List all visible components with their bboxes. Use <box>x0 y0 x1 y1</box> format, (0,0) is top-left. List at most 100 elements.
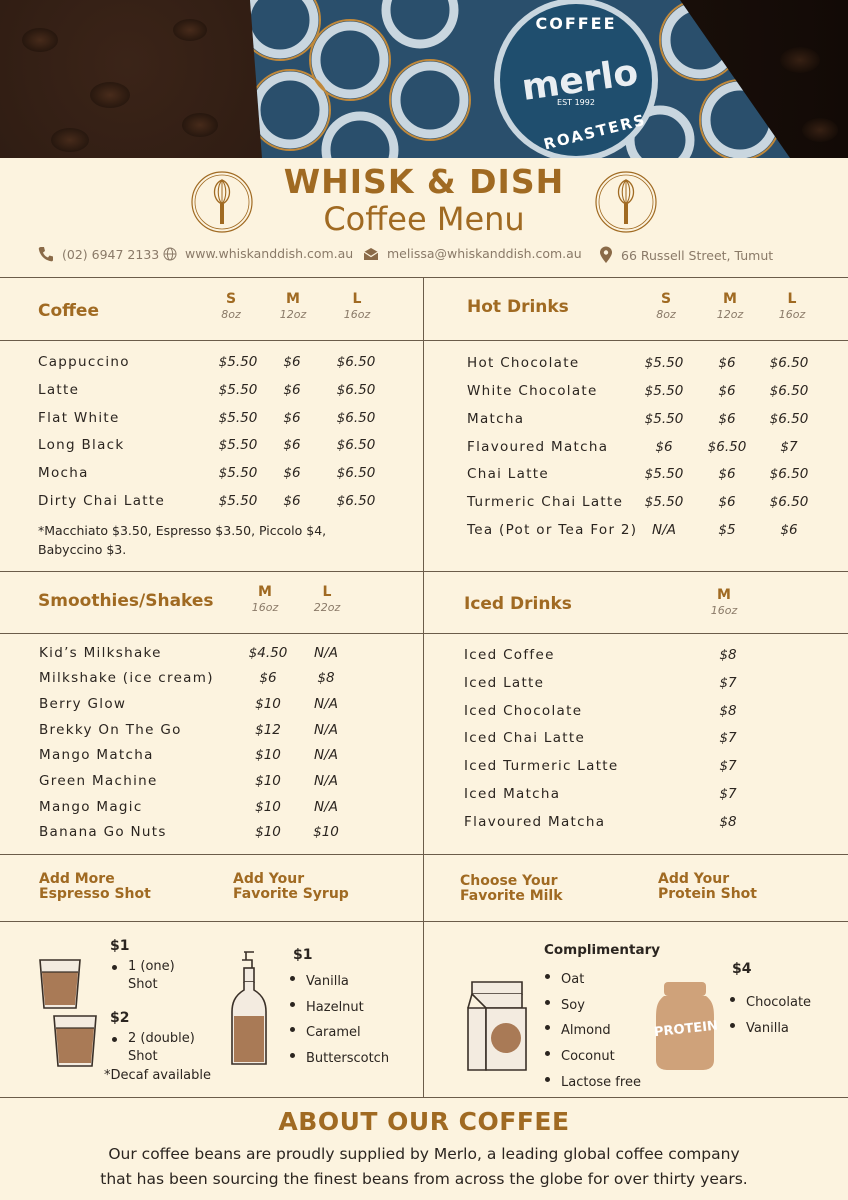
syrup-option: Hazelnut <box>288 995 389 1021</box>
menu-item: Mocha $5.50 $6 $6.50 <box>38 465 418 485</box>
item-name: Iced Latte <box>464 675 545 691</box>
item-name: Iced Chocolate <box>464 703 583 719</box>
syrup-option: Caramel <box>288 1020 389 1046</box>
price-m: $6 <box>718 355 736 371</box>
menu-item: Kid’s Milkshake $4.50 N/A <box>39 645 419 665</box>
espresso-glass-icon <box>39 959 81 1009</box>
price-l: $6.50 <box>336 465 376 481</box>
price-m: $6 <box>259 670 277 686</box>
price-s: $5.50 <box>644 411 684 427</box>
menu-item: Milkshake (ice cream) $6 $8 <box>39 670 419 690</box>
bag-label-top: COFFEE <box>535 14 617 33</box>
contact-email[interactable]: melissa@whiskanddish.com.au <box>363 246 582 261</box>
price-s: $6 <box>655 439 673 455</box>
size-header-l: L 16oz <box>778 291 806 321</box>
price-m: $6 <box>718 383 736 399</box>
price-s: $5.50 <box>644 383 684 399</box>
hot-drinks-section-title: Hot Drinks <box>467 297 569 317</box>
cafe-name: WHISK & DISH <box>283 162 565 201</box>
price-m: $7 <box>719 675 737 691</box>
price-m: $6 <box>283 437 301 453</box>
menu-item: Iced Turmeric Latte $7 <box>464 758 839 778</box>
price-s: $5.50 <box>218 465 258 481</box>
price-l: $7 <box>780 439 798 455</box>
divider <box>0 571 848 572</box>
contact-address[interactable]: 66 Russell Street, Tumut <box>599 246 773 264</box>
menu-header: WHISK & DISH Coffee Menu (02) 6947 2133 … <box>0 158 848 278</box>
menu-item: Green Machine $10 N/A <box>39 773 419 793</box>
price-m: $4.50 <box>248 645 288 661</box>
divider <box>0 921 848 922</box>
price-m: $6 <box>718 466 736 482</box>
website-link: www.whiskanddish.com.au <box>185 246 354 261</box>
price-s: $5.50 <box>644 355 684 371</box>
menu-item: Berry Glow $10 N/A <box>39 696 419 716</box>
column-divider <box>423 277 424 1097</box>
item-name: Matcha <box>467 411 525 427</box>
size-header-m: M 16oz <box>710 587 738 617</box>
protein-option: Vanilla <box>728 1016 811 1042</box>
price-l: $6.50 <box>769 494 809 510</box>
price-l: $6.50 <box>769 411 809 427</box>
about-text: Our coffee beans are proudly supplied by… <box>100 1145 748 1188</box>
price-m: $8 <box>719 814 737 830</box>
menu-item: Mango Magic $10 N/A <box>39 799 419 819</box>
menu-item: Brekky On The Go $12 N/A <box>39 722 419 742</box>
protein-addon-title: Add Your Protein Shot <box>658 871 757 902</box>
menu-item: Iced Latte $7 <box>464 675 839 695</box>
price-s: N/A <box>652 522 676 538</box>
item-name: Flavoured Matcha <box>467 439 609 455</box>
phone-icon <box>38 247 53 262</box>
price-l: $6.50 <box>336 410 376 426</box>
price-m: $10 <box>255 773 281 789</box>
protein-option: Chocolate <box>728 990 811 1016</box>
contact-phone[interactable]: (02) 6947 2133 <box>38 246 159 262</box>
contact-website[interactable]: www.whiskanddish.com.au <box>163 246 353 261</box>
item-name: White Chocolate <box>467 383 598 399</box>
item-name: Iced Coffee <box>464 647 555 663</box>
price-m: $7 <box>719 758 737 774</box>
whisk-logo-icon <box>595 171 657 233</box>
protein-jar-icon: PROTEIN <box>653 980 719 1072</box>
menu-item: White Chocolate $5.50 $6 $6.50 <box>467 383 842 403</box>
price-m: $6 <box>283 410 301 426</box>
menu-item: Iced Chocolate $8 <box>464 703 839 723</box>
double-shot-price: $2 <box>110 1010 130 1026</box>
menu-item: Iced Matcha $7 <box>464 786 839 806</box>
price-l: N/A <box>314 722 338 738</box>
price-s: $5.50 <box>218 410 258 426</box>
price-s: $5.50 <box>218 493 258 509</box>
item-name: Tea (Pot or Tea For 2) <box>467 522 638 538</box>
bag-est: EST 1992 <box>557 98 595 107</box>
about-title: ABOUT OUR COFFEE <box>278 1107 570 1136</box>
size-header-l: L 16oz <box>343 291 371 321</box>
menu-item: Cappuccino $5.50 $6 $6.50 <box>38 354 418 374</box>
coffee-footnote: *Macchiato $3.50, Espresso $3.50, Piccol… <box>38 523 327 557</box>
price-l: $6.50 <box>769 383 809 399</box>
decaf-note: *Decaf available <box>104 1068 212 1083</box>
hero-banner: COFFEE merlo EST 1992 ROASTERS <box>0 0 848 158</box>
price-m: $6 <box>283 465 301 481</box>
iced-drinks-section-title: Iced Drinks <box>464 594 572 614</box>
item-name: Flavoured Matcha <box>464 814 606 830</box>
item-name: Green Machine <box>39 773 158 789</box>
price-m: $5 <box>718 522 736 538</box>
espresso-addon-title: Add More Espresso Shot <box>39 871 151 902</box>
item-name: Berry Glow <box>39 696 127 712</box>
single-shot-price: $1 <box>110 938 130 954</box>
menu-item: Flat White $5.50 $6 $6.50 <box>38 410 418 430</box>
size-header-m: M 12oz <box>716 291 744 321</box>
protein-price: $4 <box>732 961 752 977</box>
whisk-logo-icon <box>191 171 253 233</box>
item-name: Long Black <box>38 437 125 453</box>
item-name: Dirty Chai Latte <box>38 493 166 509</box>
menu-item: Flavoured Matcha $8 <box>464 814 839 834</box>
milk-option: Oat <box>543 967 641 993</box>
item-name: Turmeric Chai Latte <box>467 494 624 510</box>
item-name: Chai Latte <box>467 466 549 482</box>
double-shot-option: 2 (double) Shot <box>110 1030 195 1066</box>
menu-item: Dirty Chai Latte $5.50 $6 $6.50 <box>38 493 418 513</box>
price-s: $5.50 <box>218 382 258 398</box>
double-espresso-glass-icon <box>53 1015 97 1067</box>
price-l: $6 <box>780 522 798 538</box>
